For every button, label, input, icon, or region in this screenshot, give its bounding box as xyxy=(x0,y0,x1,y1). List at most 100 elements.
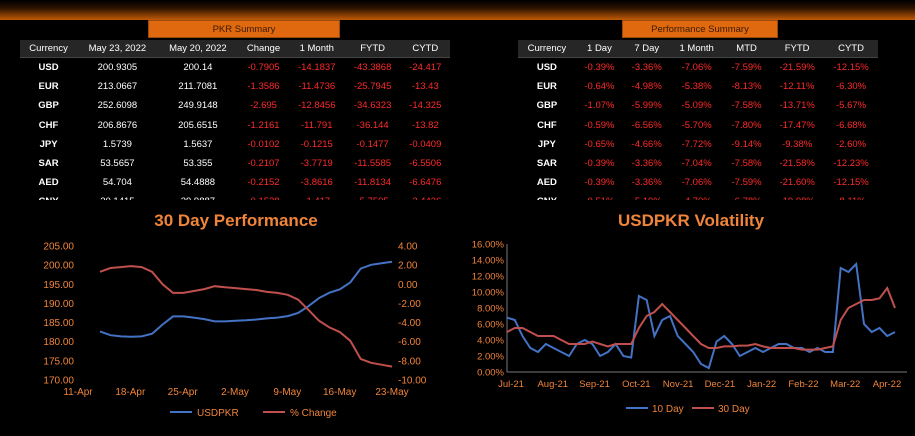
x-tick-label: Apr-22 xyxy=(873,379,902,390)
table-row: CHF -0.59% -6.56% -5.70% -7.80% -17.47% -6.68% xyxy=(518,116,878,135)
series-line-usdpkr xyxy=(99,260,393,338)
performance-summary-body: USD -0.39% -3.36% -7.06% -7.59% -21.59% -12.15… xyxy=(518,58,878,212)
table-row: GBP -1.07% -5.99% -5.09% -7.58% -13.71% -5.67% xyxy=(518,96,878,115)
y-tick-label: 4.00% xyxy=(477,336,504,347)
series-line-30-day xyxy=(506,285,896,351)
performance_summary-header-0: Currency xyxy=(518,40,576,58)
table-row: USD 200.9305 200.14 -0.7905 -14.1837 -43.3868… xyxy=(20,58,450,78)
value-cell: -14.325 xyxy=(409,100,442,112)
table-row: JPY -0.65% -4.66% -7.72% -9.14% -9.38% -2.60% xyxy=(518,135,878,154)
currency-cell: GBP xyxy=(38,100,59,112)
currency-cell: USD xyxy=(536,62,557,74)
performance_summary-header-2: 7 Day xyxy=(623,40,671,58)
table-row: SAR -0.39% -3.36% -7.04% -7.58% -21.58% -12.23… xyxy=(518,154,878,173)
value-cell: -36.144 xyxy=(356,119,389,131)
currency-cell: GBP xyxy=(536,100,558,112)
y-tick-label: 8.00% xyxy=(477,304,504,315)
y-left-tick-label: 170.00 xyxy=(43,376,74,387)
value-cell: 213.0667 xyxy=(97,81,138,93)
y-tick-label: 14.00% xyxy=(472,256,505,267)
value-cell: -3.36% xyxy=(631,158,662,170)
value-cell: 54.704 xyxy=(102,177,132,189)
chart-usdpkr-volatility: USDPKR Volatility 16.00% 14.00% 12.00% 10.0… xyxy=(467,200,915,431)
value-cell: -17.47% xyxy=(779,119,815,131)
value-cell: -21.59% xyxy=(779,62,815,74)
value-cell: 205.6515 xyxy=(178,119,218,131)
currency-cell: JPY xyxy=(39,138,58,150)
value-cell: -7.80% xyxy=(731,119,762,131)
x-tick-label: Mar-22 xyxy=(830,379,860,390)
value-cell: -7.06% xyxy=(681,62,712,74)
currency-cell: EUR xyxy=(536,81,557,93)
value-cell: -0.2107 xyxy=(247,158,280,170)
value-cell: -14.1837 xyxy=(297,62,336,74)
table-row: CHF 206.8676 205.6515 -1.2161 -11.791 -36.144… xyxy=(20,116,450,135)
value-cell: -21.60% xyxy=(779,177,815,189)
chart-30-day-performance: 30 Day Performance 205.00 200.00 195.00 190… xyxy=(20,200,452,431)
table-row: AED -0.39% -3.36% -7.06% -7.59% -21.60% -12.15… xyxy=(518,173,878,192)
x-tick-label: 18-Apr xyxy=(115,387,146,398)
value-cell: -1.2161 xyxy=(247,119,280,131)
y-right-tick-label: 0.00 xyxy=(398,280,418,291)
performance-summary-panel: Currency 1 Day 7 Day 1 Month MTD FYTD CYTD USD… xyxy=(518,40,878,207)
y-left-tick-label: 175.00 xyxy=(43,356,74,367)
performance_summary-header-5: FYTD xyxy=(770,40,825,58)
value-cell: -0.0102 xyxy=(247,138,280,150)
performance_summary-header-6: CYTD xyxy=(824,40,878,58)
y-tick-label: 0.00% xyxy=(477,368,504,379)
value-cell: -13.71% xyxy=(779,100,815,112)
performance-summary-header-row: Currency 1 Day 7 Day 1 Month MTD FYTD CYTD xyxy=(518,40,878,58)
pkr-summary-title: PKR Summary xyxy=(148,20,340,38)
value-cell: -11.8134 xyxy=(354,177,392,189)
x-tick-label: Jan-22 xyxy=(747,379,776,390)
y-left-tick-label: 180.00 xyxy=(43,337,74,348)
y-right-tick-label: -2.00 xyxy=(398,299,421,310)
value-cell: -13.82 xyxy=(411,119,439,131)
currency-cell: AED xyxy=(536,177,557,189)
y-right-tick-label: -8.00 xyxy=(398,356,421,367)
currency-cell: SAR xyxy=(536,158,557,170)
value-cell: -12.15% xyxy=(833,62,869,74)
value-cell: -3.7719 xyxy=(300,158,333,170)
value-cell: -12.23% xyxy=(833,158,869,170)
value-cell: 200.9305 xyxy=(97,62,138,74)
legend-label: 10 Day xyxy=(652,404,684,415)
pkr_summary-header-3: Change xyxy=(238,40,289,58)
table-row: SAR 53.5657 53.355 -0.2107 -3.7719 -11.5585 -6… xyxy=(20,154,450,173)
currency-cell: SAR xyxy=(38,158,59,170)
value-cell: 53.5657 xyxy=(100,158,135,170)
value-cell: 54.4888 xyxy=(180,177,216,189)
y-right-tick-label: -10.00 xyxy=(398,376,427,387)
value-cell: -6.30% xyxy=(835,81,867,93)
value-cell: -0.64% xyxy=(584,81,615,93)
value-cell: -5.99% xyxy=(631,100,662,112)
x-tick-label: Dec-21 xyxy=(705,379,736,390)
x-tick-label: 11-Apr xyxy=(63,387,93,398)
value-cell: -5.09% xyxy=(681,100,712,112)
x-tick-label: Aug-21 xyxy=(537,379,568,390)
currency-cell: AED xyxy=(38,177,59,189)
y-tick-label: 16.00% xyxy=(472,240,505,251)
currency-cell: USD xyxy=(38,62,59,74)
value-cell: -3.36% xyxy=(631,177,662,189)
value-cell: -13.43 xyxy=(411,81,439,93)
y-right-tick-label: 2.00 xyxy=(398,261,418,272)
y-right-tick-label: -6.00 xyxy=(398,337,421,348)
value-cell: 252.6098 xyxy=(97,100,138,112)
value-cell: -7.59% xyxy=(731,177,762,189)
table-row: AED 54.704 54.4888 -0.2152 -3.8616 -11.8134 -6… xyxy=(20,173,450,192)
value-cell: -5.70% xyxy=(681,119,712,131)
performance_summary-header-3: 1 Month xyxy=(670,40,723,58)
value-cell: 211.7081 xyxy=(178,81,218,93)
y-left-tick-label: 205.00 xyxy=(43,242,74,253)
value-cell: -9.38% xyxy=(782,138,813,150)
currency-cell: JPY xyxy=(537,138,556,150)
value-cell: -6.5506 xyxy=(409,158,442,170)
pkr_summary-header-5: FYTD xyxy=(344,40,401,58)
x-tick-label: 9-May xyxy=(273,387,301,398)
y-tick-label: 6.00% xyxy=(477,320,504,331)
value-cell: -0.65% xyxy=(584,138,615,150)
top-accent-bar xyxy=(0,0,915,20)
value-cell: -1.07% xyxy=(584,100,615,112)
x-tick-label: 25-Apr xyxy=(168,387,199,398)
